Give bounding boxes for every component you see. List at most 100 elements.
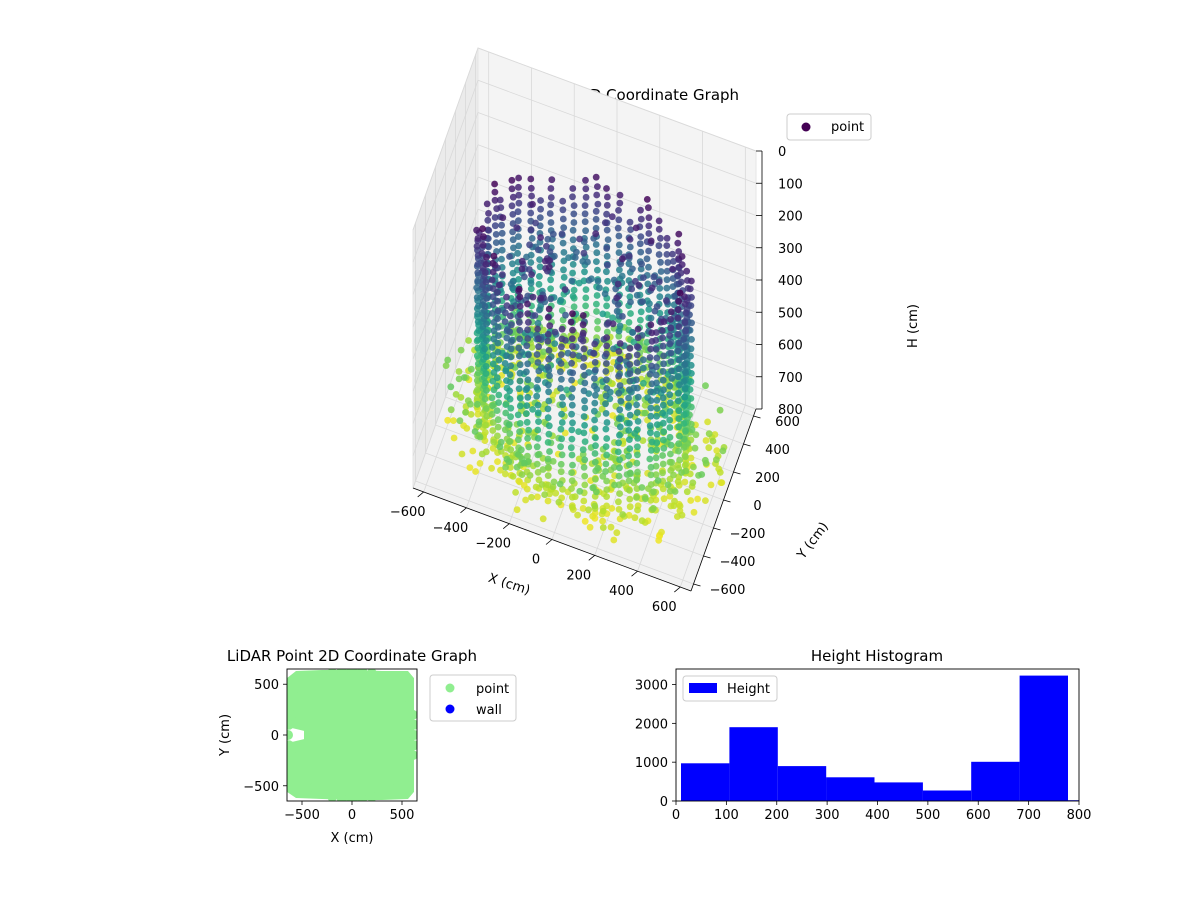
plot3d-point <box>660 444 668 452</box>
plot3d-point <box>569 236 577 244</box>
plot3d-point <box>473 352 481 360</box>
plot3d-point <box>667 358 675 365</box>
plot3d-point <box>602 400 609 408</box>
plot3d-point <box>580 387 588 395</box>
plot3d-point <box>719 447 727 455</box>
plot3d-point <box>457 346 465 354</box>
plot3d-point <box>653 387 661 395</box>
plot3d-point <box>623 471 631 478</box>
plot3d-point <box>681 461 689 469</box>
plot3d-point <box>633 409 641 416</box>
plot3d-grid-z-back <box>477 112 757 216</box>
plot3d-legend-marker <box>801 122 811 132</box>
plot3d-point <box>626 377 634 385</box>
plot3d-point <box>592 475 599 483</box>
plot3d-point <box>508 304 515 312</box>
plot3d-point <box>473 242 481 250</box>
plot3d-grid-z-back <box>477 47 757 152</box>
plot3d-point <box>666 340 674 348</box>
plot3d-point <box>493 205 501 213</box>
plot3d-point <box>666 382 674 390</box>
plot3d-point <box>616 490 623 497</box>
plot3d-point <box>507 338 515 345</box>
plot3d-point <box>615 415 623 422</box>
plot3d-point <box>489 352 497 359</box>
plot3d-y-tick <box>743 443 751 447</box>
plot3d-point <box>580 429 588 437</box>
plot3d-point <box>690 463 697 471</box>
plot3d-point <box>631 514 639 522</box>
plot3d-point <box>626 503 634 511</box>
plot3d-point <box>474 410 482 418</box>
plot3d-point <box>527 285 535 293</box>
plot3d-point <box>526 472 534 479</box>
plot3d-point <box>615 372 622 380</box>
plot3d-y-tick-label: 600 <box>775 415 800 430</box>
plot3d-point <box>537 197 544 204</box>
plot3d-point <box>668 375 676 382</box>
plot3d-point <box>653 396 661 404</box>
plot3d-point <box>480 233 487 241</box>
plot3d-point <box>544 414 552 422</box>
plot3d-point <box>536 273 543 280</box>
plot2d-point <box>290 759 300 770</box>
plot3d-point <box>584 258 591 266</box>
plot3d-point <box>599 524 607 531</box>
plot3d-point <box>569 461 576 469</box>
plot3d-point <box>619 313 626 320</box>
plot3d-point <box>573 248 580 256</box>
plot3d-point <box>648 380 656 388</box>
plot3d-point <box>617 397 625 405</box>
plot3d-point <box>666 424 674 431</box>
plot3d-point <box>561 429 569 437</box>
plot3d-point <box>482 278 490 286</box>
plot3d-point <box>460 374 468 381</box>
plot3d-point <box>634 368 642 375</box>
plot3d-point <box>502 409 510 417</box>
plot3d-point <box>570 202 578 210</box>
plot3d-point <box>603 342 611 350</box>
plot3d-point <box>647 496 655 504</box>
plot3d-point <box>646 354 654 361</box>
plot3d-point <box>626 243 634 251</box>
plot3d-point <box>516 420 524 427</box>
plot3d-point <box>681 300 689 308</box>
plot3d-point <box>528 192 535 200</box>
plot3d-point <box>502 401 510 408</box>
plot3d-point <box>569 385 576 393</box>
plot3d-point <box>579 446 587 454</box>
plot3d-point <box>705 444 713 452</box>
plot3d-point <box>524 393 532 401</box>
plot3d-point <box>475 418 483 425</box>
plot3d-point <box>647 345 654 353</box>
plot3d-point <box>579 312 587 319</box>
plot2d-legend-label-wall: wall <box>476 703 502 718</box>
plot3d-point <box>521 273 528 281</box>
plot3d-point <box>534 409 542 417</box>
plot3d-point <box>604 193 611 201</box>
plot3d-point <box>539 515 547 523</box>
plot2d-x-tick-label: −500 <box>284 808 320 823</box>
plot3d-point <box>653 405 661 412</box>
plot2d-point <box>301 684 312 694</box>
plot3d-point <box>515 477 523 485</box>
plot3d-point <box>462 409 469 416</box>
plot3d-point <box>515 191 523 199</box>
plot3d-point <box>582 227 589 235</box>
hist-bar <box>777 766 827 801</box>
plot3d-point <box>474 261 482 268</box>
plot3d-point <box>638 517 646 525</box>
plot3d-point <box>614 448 622 456</box>
plot3d-point <box>512 489 519 496</box>
plot3d-point <box>616 464 623 472</box>
plot3d-y-tick-label: −400 <box>720 555 756 570</box>
plot3d-points <box>442 173 728 544</box>
plot3d-point <box>592 230 600 238</box>
plot2d-y-tick-label: 0 <box>271 729 279 744</box>
plot3d-point <box>482 286 490 294</box>
plot3d-grid-y-floor <box>415 480 694 585</box>
plot3d-point <box>544 472 552 479</box>
plot3d-point <box>494 432 501 440</box>
plot3d-point <box>702 437 710 444</box>
plot3d-point <box>633 359 641 367</box>
